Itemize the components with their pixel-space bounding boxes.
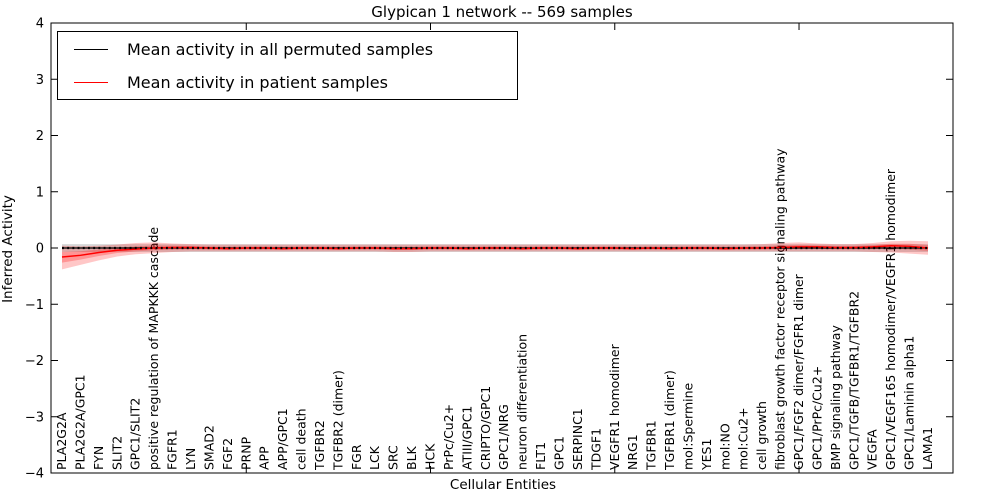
x-tick-label: TGFBR1 (dimer) (662, 370, 677, 471)
x-tick-label: cell death (294, 408, 309, 470)
y-tick-label: 2 (36, 129, 44, 144)
x-tick-label: PrPc/Cu2+ (441, 404, 456, 470)
x-tick-label: neuron differentiation (515, 334, 530, 470)
x-tick-label: mol:NO (717, 423, 732, 470)
y-axis (51, 22, 953, 474)
x-tick-label: SLIT2 (109, 436, 124, 470)
x-major-ticks (245, 23, 800, 473)
x-tick-label: NRG1 (625, 434, 640, 470)
x-tick-label: BLK (404, 445, 419, 470)
x-tick-label: mol:Spermine (680, 382, 695, 470)
x-tick-label: CRIPTO/GPC1 (478, 386, 493, 470)
y-tick-label: 0 (36, 242, 44, 257)
x-tick-label: SMAD2 (201, 425, 216, 470)
x-tick-label: APP/GPC1 (275, 408, 290, 470)
x-tick-label: GPC1/SLIT2 (128, 398, 143, 470)
legend-item-patient: Mean activity in patient samples (58, 66, 517, 98)
x-tick-label: mol:Cu2+ (736, 407, 751, 470)
legend-item-permuted: Mean activity in all permuted samples (58, 33, 517, 65)
y-tick-label: −4 (25, 467, 44, 482)
x-tick-label: VEGFR1 homodimer (607, 343, 622, 470)
x-tick-label: fibroblast growth factor receptor signal… (773, 148, 788, 470)
legend: Mean activity in all permuted samples Me… (57, 31, 518, 100)
legend-line-black (74, 48, 108, 50)
x-tick-label: GPC1/PrPc/Cu2+ (809, 366, 824, 470)
x-tick-label: TGFBR1 (644, 420, 659, 471)
y-tick-label: 3 (36, 73, 44, 88)
x-tick-label: GPC1/Laminin alpha1 (902, 336, 917, 470)
x-tick-label: FGR (349, 444, 364, 470)
x-axis-label: Cellular Entities (449, 477, 557, 493)
x-tick-label: FYN (91, 446, 106, 470)
y-tick-label: −2 (25, 354, 44, 369)
y-tick-label: 1 (36, 185, 44, 200)
legend-label-permuted: Mean activity in all permuted samples (127, 39, 434, 59)
x-tick-label: APP (257, 446, 272, 470)
x-tick-label: YES1 (699, 439, 714, 471)
x-tick-label: cell growth (754, 401, 769, 470)
legend-line-red (74, 81, 108, 83)
x-tick-label: PRNP (238, 436, 253, 470)
x-tick-label: HCK (423, 443, 438, 470)
x-tick-label: TDGF1 (588, 428, 603, 471)
x-tick-label: PLA2G2A (54, 412, 69, 470)
x-tick-label: GPC1 (551, 436, 566, 470)
x-tick-label: VEGFA (865, 429, 880, 470)
x-tick-label: FLT1 (533, 442, 548, 470)
y-tick-label: −1 (25, 298, 44, 313)
x-tick-label: GPC1/FGF2 dimer/FGFR1 dimer (791, 273, 806, 470)
x-tick-label: GPC1/NRG (496, 404, 511, 470)
x-tick-label: GPC1/TGFB/TGFBR1/TGFBR2 (846, 291, 861, 470)
x-tick-label: SERPINC1 (570, 408, 585, 470)
x-tick-label: TGFBR2 (dimer) (330, 370, 345, 471)
x-tick-label: LCK (367, 445, 382, 470)
legend-label-patient: Mean activity in patient samples (127, 72, 388, 92)
x-tick-label: LAMA1 (920, 427, 935, 470)
y-tick-label: −3 (25, 410, 44, 425)
chart-title: Glypican 1 network -- 569 samples (371, 3, 633, 21)
x-tick-label: positive regulation of MAPKKK cascade (146, 227, 161, 470)
x-tick-label: PLA2G2A/GPC1 (72, 374, 87, 470)
x-tick-label: SRC (386, 445, 401, 470)
x-tick-label: BMP signaling pathway (828, 325, 843, 470)
y-tick-label: 4 (36, 17, 44, 32)
x-tick-label: GPC1/VEGF165 homodimer/VEGFR1 homodimer (883, 168, 898, 470)
x-tick-label: FGFR1 (165, 429, 180, 470)
x-tick-label: LYN (183, 448, 198, 470)
x-tick-label: ATIII/GPC1 (459, 406, 474, 470)
x-tick-label: TGFBR2 (312, 420, 327, 471)
x-tick-labels: PLA2G2A PLA2G2A/GPC1 FYN SLIT2 GPC1/SLIT2 pos… (54, 148, 935, 471)
x-tick-label: FGF2 (220, 438, 235, 470)
y-tick-labels: 4 3 2 1 0 −1 −2 −3 −4 (25, 17, 44, 482)
